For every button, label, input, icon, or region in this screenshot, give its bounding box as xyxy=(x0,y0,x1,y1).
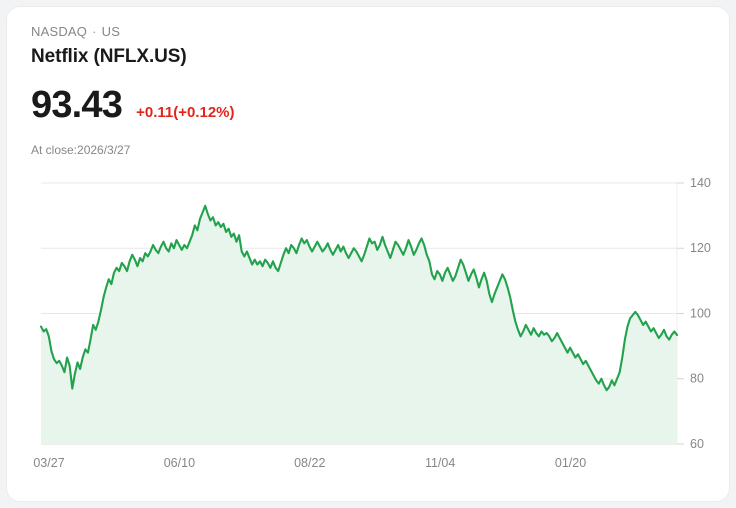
chart-tick-marks xyxy=(677,182,684,445)
x-tick-label: 06/10 xyxy=(164,456,195,470)
x-axis-labels: 03/27 06/10 08/22 11/04 01/20 xyxy=(33,456,586,470)
y-tick-label: 80 xyxy=(690,372,704,386)
price-chart-svg[interactable]: 140 120 100 80 60 03/27 06/10 08/22 11/04 01/20 xyxy=(7,162,730,492)
exchange-line: NASDAQ · US xyxy=(31,23,729,41)
x-tick-label: 11/04 xyxy=(425,456,455,470)
y-axis-labels: 140 120 100 80 60 xyxy=(690,176,711,451)
x-tick-label: 03/27 xyxy=(33,456,64,470)
y-tick-label: 120 xyxy=(690,241,711,255)
price-change: +0.11(+0.12%) xyxy=(136,104,235,121)
price-area-fill xyxy=(41,205,677,444)
price-row: 93.43 +0.11(+0.12%) xyxy=(31,84,729,126)
x-tick-label: 08/22 xyxy=(294,456,325,470)
quote-header: NASDAQ · US Netflix (NFLX.US) 93.43 +0.11(… xyxy=(7,7,729,158)
exchange-name: NASDAQ xyxy=(31,24,88,39)
exchange-separator: · xyxy=(92,24,97,39)
y-tick-label: 140 xyxy=(690,176,711,190)
y-tick-label: 100 xyxy=(690,306,711,320)
price-line xyxy=(39,204,679,392)
x-tick-label: 01/20 xyxy=(555,456,586,470)
last-price: 93.43 xyxy=(31,84,123,126)
stock-quote-card: NASDAQ · US Netflix (NFLX.US) 93.43 +0.11(… xyxy=(6,6,730,502)
instrument-title: Netflix (NFLX.US) xyxy=(31,46,187,67)
y-tick-label: 60 xyxy=(690,437,704,451)
region-label: US xyxy=(101,24,121,39)
market-status-note: At close:2026/3/27 xyxy=(31,143,131,157)
price-chart[interactable]: 140 120 100 80 60 03/27 06/10 08/22 11/04 01/20 xyxy=(7,162,730,492)
